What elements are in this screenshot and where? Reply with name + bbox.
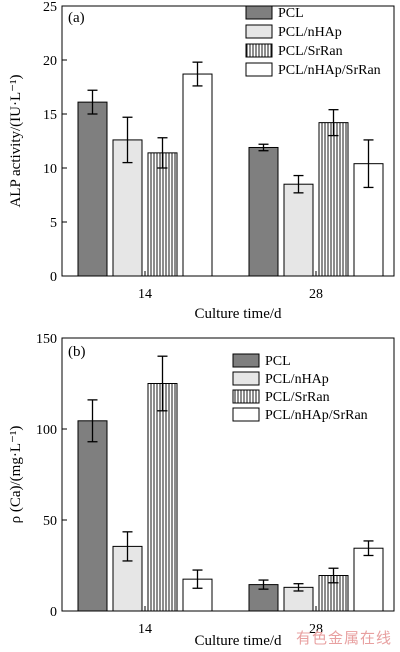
y-tick-label: 100 [36,423,57,438]
legend-label: PCL/SrRan [265,390,330,405]
y-tick-label: 5 [50,216,57,231]
panel-0: 0 5 10 15 20 25 14 28 Culture time/d ALP activity… [8,0,395,322]
x-axis-title: Culture time/d [194,633,282,649]
legend-swatch [232,353,260,368]
bar-pcl-nhap-srran-28 [353,547,384,612]
y-tick-label: 150 [36,332,57,347]
legend-label: PCL/SrRan [278,44,343,59]
watermark: 有色金属在线 [295,629,392,647]
bar-pcl-srran-14 [147,152,178,277]
plot-frame [61,337,395,612]
y-tick-label: 0 [50,270,57,285]
x-axis-title: Culture time/d [194,306,282,322]
legend-swatch [245,24,273,39]
bar-pcl-nhap-srran-14 [182,73,213,277]
bar-pcl-srran-14 [147,383,178,612]
bar-pcl-28 [248,146,279,277]
y-tick-label: 50 [43,514,57,529]
legend-label: PCL/nHAp/SrRan [278,63,381,78]
bar-pcl-14 [77,420,108,612]
legend-label: PCL/nHAp/SrRan [265,408,368,423]
legend-swatch [245,62,273,77]
bar-pcl-nhap-28 [283,183,314,277]
bar-pcl-srran-28 [318,122,349,277]
y-axis-title: ALP activity/(IU·L⁻¹) [8,74,24,207]
panel-label: (b) [68,344,86,360]
y-tick-label: 10 [43,162,57,177]
x-tick-label: 28 [309,622,323,637]
x-tick-label: 14 [138,287,152,302]
x-tick-label: 14 [138,622,152,637]
legend: PCL PCL/nHAp PCL/SrRan PCL/nHAp/SrRan [232,353,368,423]
legend-swatch [232,371,260,386]
legend-label: PCL [265,354,291,369]
legend-swatch [232,389,260,404]
legend-swatch [232,407,260,422]
panel-label: (a) [68,10,85,26]
bar-pcl-14 [77,101,108,277]
plot-frame [61,5,395,277]
y-axis-title: ρ (Ca)/(mg·L⁻¹) [8,426,24,524]
legend-swatch [245,5,273,20]
legend: PCL PCL/nHAp PCL/SrRan PCL/nHAp/SrRan [245,5,381,78]
legend-label: PCL/nHAp [278,25,342,40]
bar-pcl-nhap-14 [112,545,143,612]
panel-1: 0 50 100 150 14 28 Culture time/d ρ (Ca)/(mg·L⁻… [8,332,395,649]
legend-label: PCL [278,6,304,21]
y-tick-label: 0 [50,605,57,620]
y-tick-label: 15 [43,108,57,123]
x-tick-label: 28 [309,287,323,302]
y-tick-label: 20 [43,54,57,69]
y-tick-label: 25 [43,0,57,15]
legend-swatch [245,43,273,58]
legend-label: PCL/nHAp [265,372,329,387]
